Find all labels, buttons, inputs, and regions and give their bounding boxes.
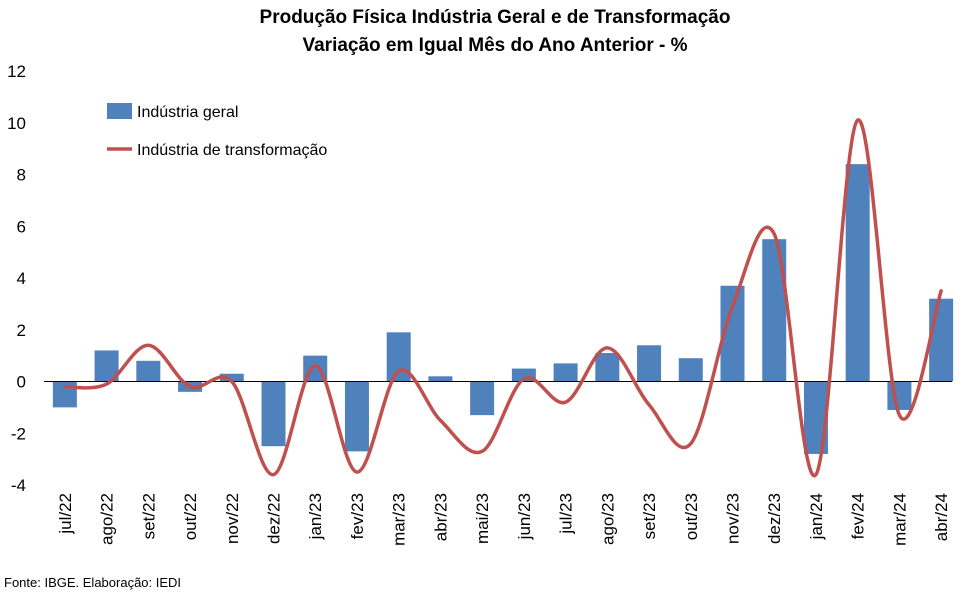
bar (470, 381, 495, 416)
y-tick-label: -4 (11, 476, 26, 495)
bar (344, 381, 369, 452)
legend-swatch-bar (107, 103, 132, 119)
source-note: Fonte: IBGE. Elaboração: IEDI (4, 575, 182, 590)
x-tick-label: abr/23 (431, 493, 450, 541)
x-tick-label: jun/23 (515, 493, 534, 540)
x-tick-label: ago/22 (98, 493, 117, 545)
bar (136, 360, 161, 382)
x-tick-label: set/22 (139, 493, 158, 539)
y-tick-label: 10 (7, 114, 26, 133)
x-tick-label: fev/24 (849, 493, 868, 539)
bar (595, 353, 620, 382)
y-tick-label: 0 (17, 373, 26, 392)
bar (845, 164, 870, 382)
x-tick-label: set/23 (640, 493, 659, 539)
bar (887, 381, 912, 410)
bar (762, 239, 787, 382)
bar (678, 358, 703, 382)
x-tick-label: nov/22 (223, 493, 242, 544)
x-tick-label: dez/23 (765, 493, 784, 544)
x-tick-label: out/22 (181, 493, 200, 540)
x-tick-label: jul/23 (557, 493, 576, 535)
bar (428, 376, 453, 382)
y-tick-label: 12 (7, 62, 26, 81)
legend-label-industria-geral: Indústria geral (137, 104, 238, 121)
x-tick-label: mar/23 (390, 493, 409, 546)
y-tick-label: -2 (11, 424, 26, 443)
y-tick-label: 8 (17, 166, 26, 185)
x-tick-label: jul/22 (56, 493, 75, 535)
x-tick-label: jan/24 (807, 493, 826, 540)
series-line-industria-de-transformacao (63, 118, 943, 478)
bar (553, 363, 578, 382)
bar (929, 298, 954, 382)
bar (219, 373, 244, 382)
y-tick-label: 2 (17, 321, 26, 340)
x-tick-label: nov/23 (724, 493, 743, 544)
x-tick-label: mar/24 (890, 493, 909, 546)
x-tick-label: jan/23 (306, 493, 325, 540)
legend-label-industria-de-transformacao: Indústria de transformação (137, 142, 327, 159)
x-tick-label: fev/23 (348, 493, 367, 539)
y-tick-label: 4 (17, 269, 26, 288)
chart-subtitle: Variação em Igual Mês do Ano Anterior - … (302, 35, 688, 56)
bar (261, 381, 286, 447)
x-tick-label: mai/23 (473, 493, 492, 544)
x-tick-label: out/23 (682, 493, 701, 540)
x-tick-label: abr/24 (932, 493, 951, 541)
chart-title: Produção Física Indústria Geral e de Tra… (259, 7, 731, 28)
bar (637, 345, 662, 382)
x-tick-label: dez/22 (265, 493, 284, 544)
bar (386, 332, 411, 382)
y-tick-label: 6 (17, 217, 26, 236)
x-tick-label: ago/23 (598, 493, 617, 545)
